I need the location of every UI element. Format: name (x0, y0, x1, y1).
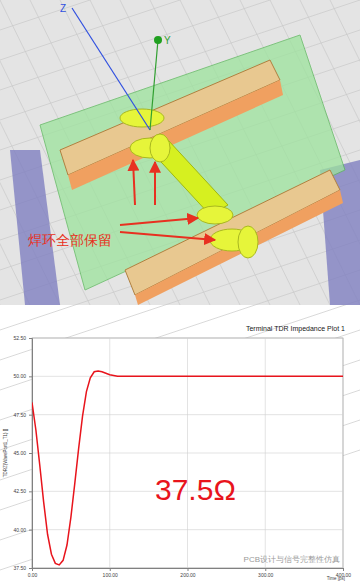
model-plate-edge (135, 190, 343, 305)
model-arrow (120, 232, 215, 240)
tick: 300.00 (258, 568, 274, 578)
model-axis-label: Z (60, 3, 66, 14)
tick: 52.50 (13, 335, 32, 341)
tick: 37.50 (13, 565, 32, 571)
chart: 0.00100.00200.00300.00400.0037.5040.0042… (3, 325, 351, 581)
tick: 42.50 (13, 488, 32, 494)
model-pad (197, 206, 233, 224)
model-pad (150, 134, 170, 162)
model-view: Z Y 焊环全部保留 (0, 0, 360, 570)
watermark: PCB设计与信号完整性仿真 (244, 555, 340, 564)
model-axis (150, 40, 158, 130)
tick-label: 42.50 (13, 488, 26, 494)
grid-line (109, 338, 110, 568)
tick-mark (29, 568, 32, 569)
model-background (0, 0, 360, 305)
tick-mark (29, 376, 32, 377)
tick-label: 0.00 (28, 572, 38, 578)
tick-label: 40.00 (13, 527, 26, 533)
model-axis-label: Y (164, 35, 171, 46)
model-grid (0, 0, 360, 30)
model-port (10, 150, 60, 305)
axis-line (29, 339, 33, 569)
plot-frame (32, 338, 343, 568)
tick-mark (29, 530, 32, 531)
model-axis (72, 8, 150, 130)
grid-line (343, 338, 344, 568)
grid-line (187, 338, 188, 568)
tick-mark (29, 338, 32, 339)
model-plate (125, 170, 340, 295)
x-axis-title: Time [ps] (327, 576, 345, 581)
model-pad (238, 226, 258, 258)
model-arrow (154, 162, 156, 205)
y-axis: 37.50 40.00 42.50 45.00 47.50 50.00 52.50 (13, 335, 32, 571)
x-axis: 0.00100.00200.00300.00400.00 (28, 568, 352, 578)
model-axis-dot (154, 36, 162, 44)
data-line (32, 371, 343, 565)
annotation: 37.5Ω (155, 473, 236, 506)
tick: 40.00 (13, 527, 32, 533)
tick-label: 52.50 (13, 335, 26, 341)
tick: 50.00 (13, 373, 32, 379)
tick-label: 300.00 (258, 572, 274, 578)
tick-label: 45.00 (13, 450, 26, 456)
plot-area (32, 371, 343, 565)
page: ZY焊环全部保留0.00100.00200.00300.00400.0037.5… (0, 0, 360, 582)
tick: 45.00 (13, 450, 32, 456)
tick: 0.00 (28, 568, 38, 578)
tick: 100.00 (103, 568, 119, 578)
y-axis-title: TDRZ(WavePort1_T1) [] (3, 429, 8, 478)
tick-mark (29, 491, 32, 492)
tick-label: 37.50 (13, 565, 26, 571)
tick-mark (29, 415, 32, 416)
grid-line (265, 338, 266, 568)
tick-label: 47.50 (13, 412, 26, 418)
model-annotation: 焊环全部保留 (28, 232, 112, 248)
tick-label: 200.00 (180, 572, 196, 578)
model-arrow (133, 160, 135, 205)
tick-mark (29, 453, 32, 454)
model-arrow (120, 218, 198, 225)
chart-title: Terminal TDR Impedance Plot 1 (246, 325, 345, 333)
tick-label: 50.00 (13, 373, 26, 379)
tick: 47.50 (13, 412, 32, 418)
tick-label: 100.00 (103, 572, 119, 578)
tick: 200.00 (180, 568, 196, 578)
